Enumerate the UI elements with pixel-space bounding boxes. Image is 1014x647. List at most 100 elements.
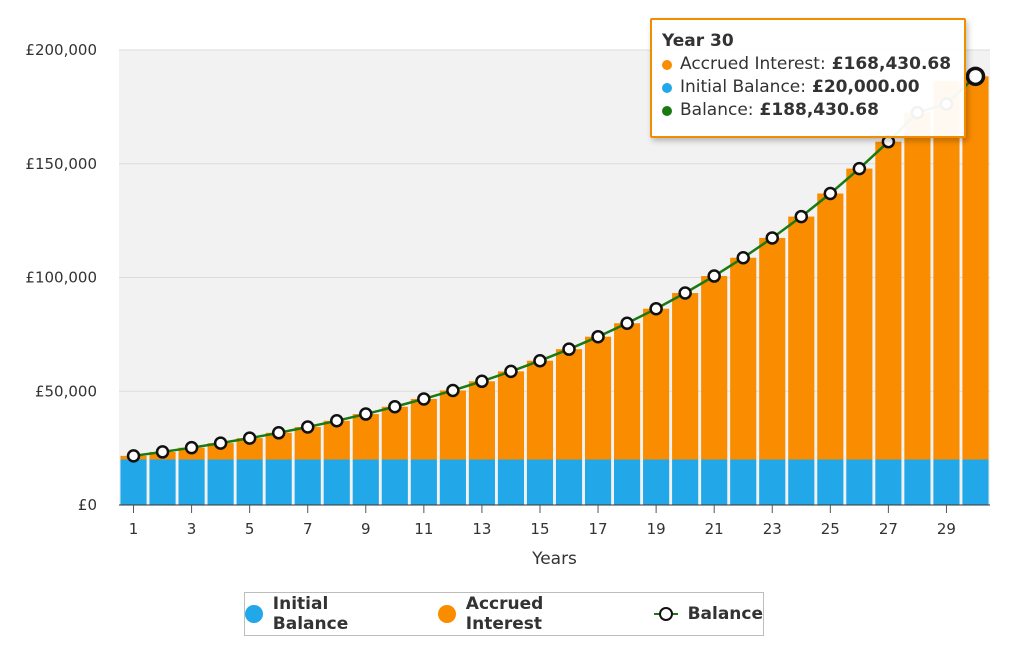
- bar-accrued-interest[interactable]: [788, 216, 815, 460]
- bar-initial-balance[interactable]: [468, 459, 495, 506]
- tooltip-label: Initial Balance:: [680, 77, 806, 97]
- bar-accrued-interest[interactable]: [933, 81, 960, 460]
- legend-item-balance[interactable]: Balance: [653, 604, 763, 624]
- balance-point[interactable]: [591, 329, 605, 344]
- bar-initial-balance[interactable]: [584, 459, 612, 506]
- accrued-interest-dot-icon: [662, 59, 672, 70]
- y-tick-label: £50,000: [35, 382, 97, 400]
- balance-point[interactable]: [213, 436, 228, 450]
- balance-point[interactable]: [300, 420, 315, 434]
- bar-initial-balance[interactable]: [817, 459, 844, 506]
- initial-balance-dot-icon: [662, 82, 672, 93]
- bar-initial-balance[interactable]: [875, 459, 902, 506]
- bar-accrued-interest[interactable]: [236, 438, 263, 460]
- bar-initial-balance[interactable]: [294, 459, 321, 506]
- tooltip-row-balance: Balance: £188,430.68: [662, 99, 954, 122]
- bar-initial-balance[interactable]: [265, 459, 292, 506]
- balance-point[interactable]: [562, 342, 576, 356]
- bar-accrued-interest[interactable]: [555, 349, 583, 460]
- tooltip-label: Accrued Interest:: [680, 54, 826, 74]
- bar-initial-balance[interactable]: [381, 459, 408, 506]
- balance-point[interactable]: [736, 250, 750, 265]
- bar-initial-balance[interactable]: [672, 459, 699, 506]
- legend-item-accrued-interest[interactable]: Accrued Interest: [438, 594, 624, 634]
- bar-initial-balance[interactable]: [759, 459, 786, 506]
- balance-point[interactable]: [446, 383, 460, 398]
- y-tick-label: £150,000: [25, 155, 97, 173]
- bar-accrued-interest[interactable]: [643, 308, 670, 460]
- balance-point[interactable]: [271, 426, 286, 440]
- bar-accrued-interest[interactable]: [672, 293, 699, 460]
- balance-point[interactable]: [678, 286, 692, 300]
- bar-initial-balance[interactable]: [352, 459, 379, 506]
- x-tick-label: 29: [937, 520, 956, 538]
- balance-point[interactable]: [533, 353, 547, 368]
- bar-initial-balance[interactable]: [701, 459, 728, 506]
- bar-accrued-interest[interactable]: [846, 168, 873, 460]
- balance-point[interactable]: [852, 161, 867, 176]
- balance-point[interactable]: [649, 301, 663, 316]
- balance-point[interactable]: [475, 374, 489, 389]
- bar-initial-balance[interactable]: [497, 459, 525, 506]
- bar-initial-balance[interactable]: [643, 459, 670, 506]
- bar-accrued-interest[interactable]: [207, 443, 234, 460]
- bar-initial-balance[interactable]: [904, 459, 931, 506]
- tooltip-label: Balance:: [680, 100, 754, 120]
- balance-point[interactable]: [359, 407, 373, 421]
- legend-label: Accrued Interest: [465, 594, 544, 634]
- bar-initial-balance[interactable]: [962, 459, 989, 506]
- x-tick-label: 23: [763, 520, 782, 538]
- bar-initial-balance[interactable]: [236, 459, 263, 506]
- balance-point[interactable]: [417, 392, 431, 406]
- bar-accrued-interest[interactable]: [701, 276, 728, 460]
- bar-initial-balance[interactable]: [323, 459, 350, 506]
- y-tick-label: £0: [78, 496, 97, 514]
- balance-point[interactable]: [965, 66, 986, 87]
- bar-accrued-interest[interactable]: [817, 193, 844, 460]
- bar-accrued-interest[interactable]: [962, 76, 989, 460]
- bar-initial-balance[interactable]: [410, 459, 437, 506]
- bar-initial-balance[interactable]: [178, 459, 205, 506]
- balance-point[interactable]: [155, 445, 170, 459]
- bar-accrued-interest[interactable]: [352, 414, 379, 460]
- bar-initial-balance[interactable]: [933, 459, 960, 506]
- x-tick-label: 15: [530, 520, 549, 538]
- bar-accrued-interest[interactable]: [439, 390, 466, 460]
- balance-point[interactable]: [823, 186, 838, 201]
- bar-accrued-interest[interactable]: [410, 398, 437, 460]
- bar-initial-balance[interactable]: [149, 459, 176, 506]
- bar-accrued-interest[interactable]: [875, 141, 902, 460]
- balance-point[interactable]: [794, 209, 809, 224]
- bar-initial-balance[interactable]: [730, 459, 757, 506]
- balance-point[interactable]: [242, 431, 257, 445]
- balance-point[interactable]: [184, 440, 199, 455]
- bar-initial-balance[interactable]: [120, 459, 147, 506]
- bar-accrued-interest[interactable]: [468, 381, 495, 460]
- bar-accrued-interest[interactable]: [584, 336, 612, 460]
- bar-initial-balance[interactable]: [207, 459, 234, 506]
- bar-accrued-interest[interactable]: [904, 112, 931, 460]
- x-tick-label: 11: [414, 520, 433, 538]
- bar-accrued-interest[interactable]: [381, 406, 408, 460]
- bar-accrued-interest[interactable]: [759, 237, 786, 460]
- bar-accrued-interest[interactable]: [614, 323, 641, 460]
- balance-line: [126, 66, 986, 463]
- balance-point[interactable]: [330, 414, 344, 428]
- bar-initial-balance[interactable]: [555, 459, 583, 506]
- bar-accrued-interest[interactable]: [526, 360, 554, 460]
- balance-point[interactable]: [388, 400, 402, 414]
- y-tick-label: £100,000: [25, 269, 97, 287]
- bar-accrued-interest[interactable]: [497, 371, 525, 460]
- bar-accrued-interest[interactable]: [730, 257, 757, 460]
- legend-item-initial-balance[interactable]: Initial Balance: [245, 594, 408, 634]
- balance-point[interactable]: [504, 364, 518, 379]
- bar-initial-balance[interactable]: [788, 459, 815, 506]
- bar-initial-balance[interactable]: [846, 459, 873, 506]
- balance-point[interactable]: [620, 316, 634, 330]
- balance-point[interactable]: [126, 449, 141, 463]
- bar-initial-balance[interactable]: [526, 459, 554, 506]
- bar-initial-balance[interactable]: [439, 459, 466, 506]
- balance-point[interactable]: [707, 269, 721, 283]
- balance-point[interactable]: [765, 231, 779, 245]
- bar-initial-balance[interactable]: [614, 459, 641, 506]
